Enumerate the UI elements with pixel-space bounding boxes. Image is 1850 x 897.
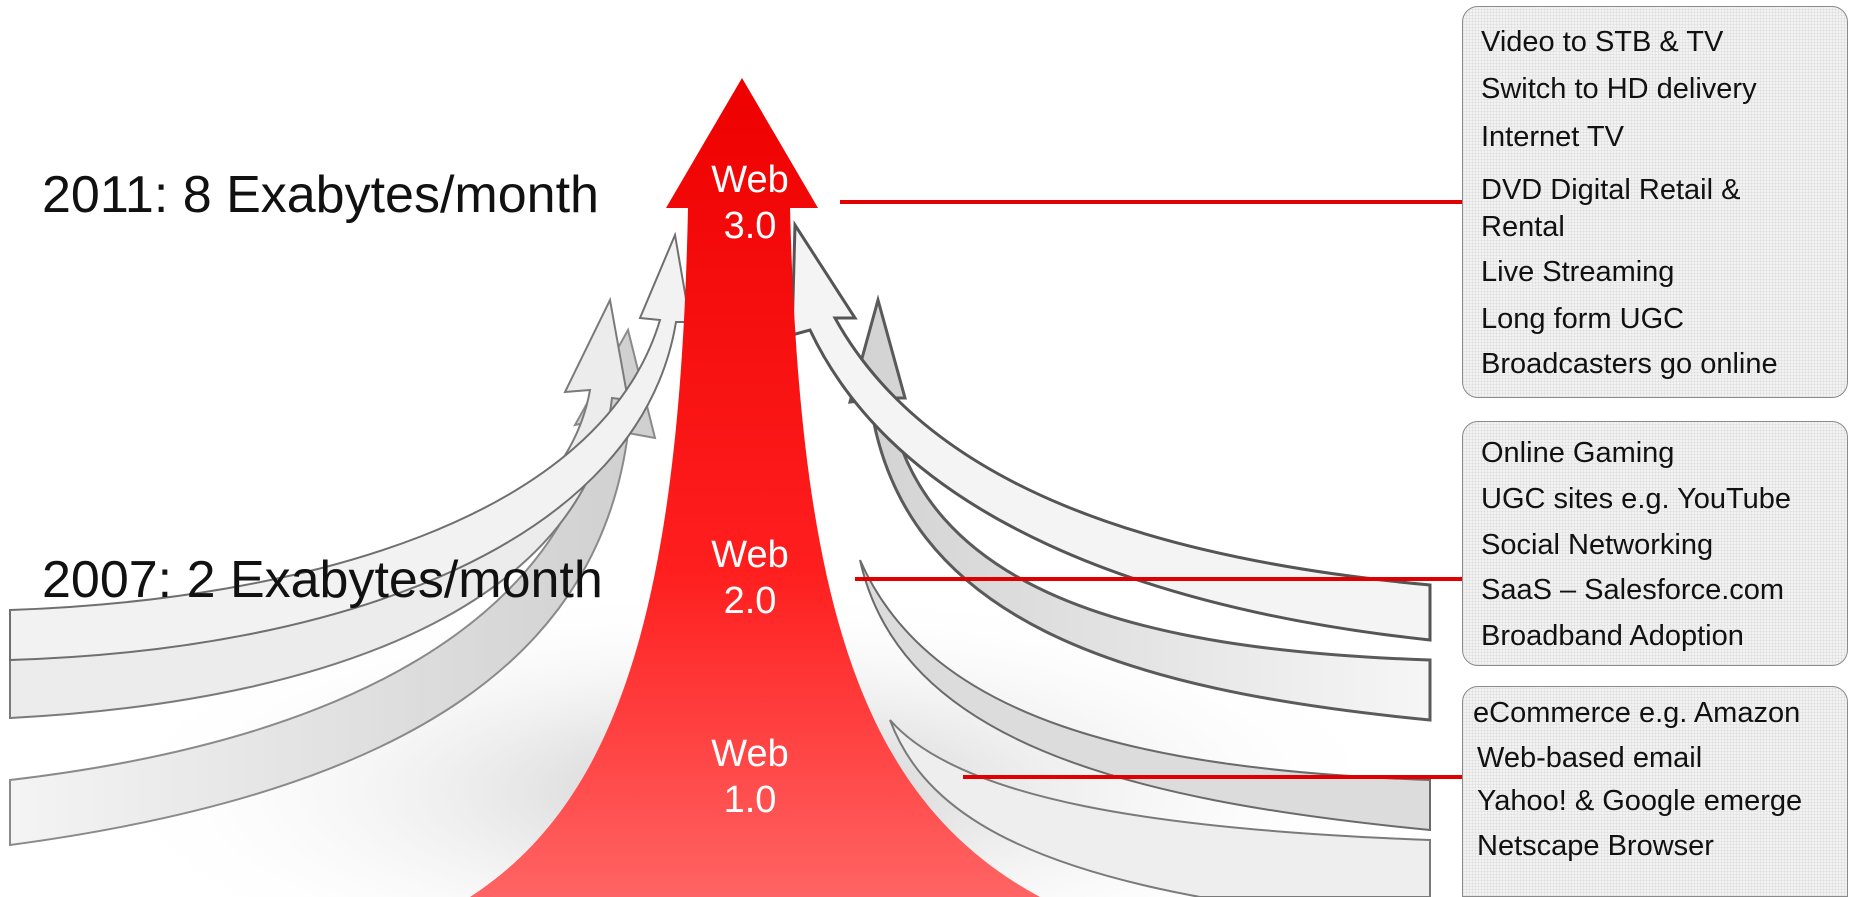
web-3-features-box: Video to STB & TV Switch to HD delivery … [1462, 6, 1848, 398]
list-item: SaaS – Salesforce.com [1481, 574, 1785, 606]
web-1-label: Web 1.0 [675, 732, 825, 823]
list-item: DVD Digital Retail & [1481, 174, 1741, 206]
gray-arrow-left-1 [9, 327, 657, 847]
list-item: Video to STB & TV [1481, 26, 1724, 58]
gray-arrow-right-2 [790, 220, 1432, 642]
web-2-label: Web 2.0 [675, 533, 825, 624]
list-item: Yahoo! & Google emerge [1477, 785, 1803, 817]
list-item: Internet TV [1481, 121, 1624, 153]
list-item: Switch to HD delivery [1481, 73, 1757, 105]
web-2-label-line2: 2.0 [723, 579, 777, 622]
web-1-connector-line [963, 775, 1462, 779]
list-item: Live Streaming [1481, 256, 1675, 288]
list-item: Rental [1481, 211, 1565, 243]
arrows-illustration [9, 78, 1432, 897]
list-item: Social Networking [1481, 529, 1714, 561]
web-1-label-line1: Web [711, 733, 789, 775]
list-item: Broadcasters go online [1481, 348, 1778, 380]
web-2-connector-line [855, 577, 1462, 581]
web-1-label-line2: 1.0 [723, 778, 777, 821]
web-2-features-box: Online Gaming UGC sites e.g. YouTube Soc… [1462, 421, 1848, 666]
list-item: UGC sites e.g. YouTube [1481, 483, 1792, 515]
web-3-label: Web 3.0 [675, 158, 825, 249]
gray-arrow-right-4 [889, 719, 1431, 897]
web-3-connector-line [840, 200, 1462, 204]
traffic-2011-label: 2011: 8 Exabytes/month [42, 166, 599, 224]
gray-arrow-right-1 [847, 294, 1432, 722]
list-item: Long form UGC [1481, 303, 1685, 335]
web-3-label-line1: Web [711, 159, 789, 201]
traffic-2007-label: 2007: 2 Exabytes/month [42, 551, 603, 609]
list-item: eCommerce e.g. Amazon [1473, 697, 1801, 729]
list-item: Netscape Browser [1477, 830, 1714, 862]
list-item: Online Gaming [1481, 437, 1675, 469]
red-growth-arrow [470, 78, 1040, 897]
list-item: Broadband Adoption [1481, 620, 1744, 652]
web-2-label-line1: Web [711, 534, 789, 576]
list-item: Web-based email [1477, 742, 1703, 774]
web-3-label-line2: 3.0 [723, 204, 777, 247]
web-1-features-box: eCommerce e.g. Amazon Web-based email Ya… [1462, 686, 1848, 897]
